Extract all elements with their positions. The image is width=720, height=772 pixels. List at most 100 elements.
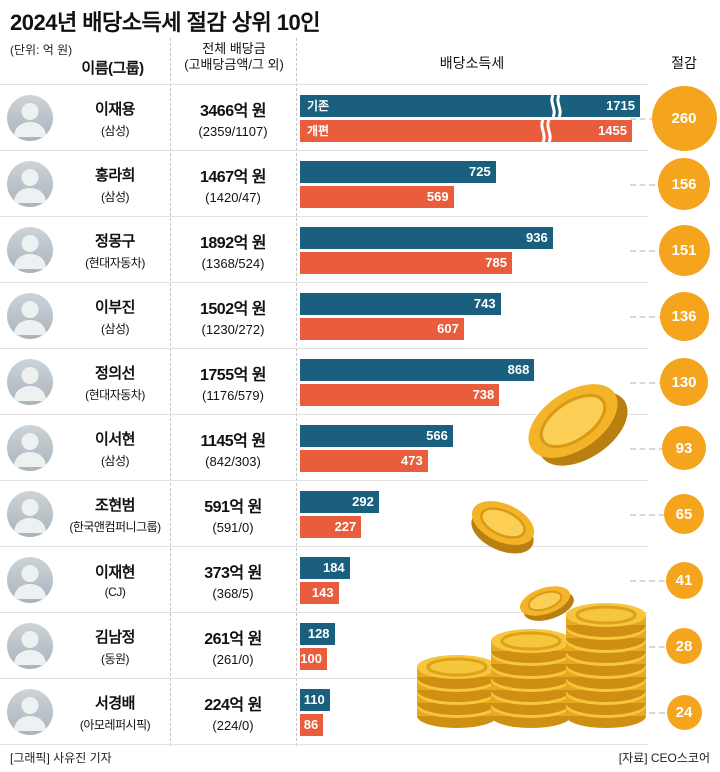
dividend-total: 1755억 원 [200, 367, 266, 384]
avatar [7, 359, 53, 405]
saving-circle: 28 [666, 628, 702, 664]
reformed-tax-value: 569 [426, 189, 449, 204]
saving-cell: 93 [630, 415, 720, 481]
saving-circle: 130 [660, 358, 708, 406]
leader-line [630, 448, 684, 450]
person-name: 정몽구 [95, 232, 135, 250]
person-name: 김남정 [95, 628, 135, 646]
dividend-breakdown: (842/303) [205, 454, 261, 469]
table-row: 이재용 (삼성) 3466억 원 (2359/1107) 기존 1715 개편 … [0, 85, 720, 151]
saving-cell: 41 [630, 547, 720, 613]
dividend-cell: 373억 원 (368/5) [170, 559, 296, 601]
row-divider [0, 612, 648, 613]
person-icon [14, 235, 46, 269]
name-cell: 이재용 (삼성) [60, 98, 170, 139]
table-row: 정몽구 (현대자동차) 1892억 원 (1368/524) 기존 936 개편… [0, 217, 720, 283]
reformed-tax-value: 473 [401, 453, 423, 468]
existing-tax-value: 1715 [606, 98, 635, 113]
saving-cell: 28 [630, 613, 720, 679]
dividend-total: 261억 원 [204, 631, 262, 648]
reformed-tax-bar: 개편 738 [300, 383, 500, 406]
row-divider [0, 546, 648, 547]
person-group: (동원) [100, 651, 130, 666]
dividend-cell: 1467억 원 (1420/47) [170, 163, 296, 205]
leader-line [630, 382, 684, 384]
dividend-total: 1145억 원 [200, 433, 266, 450]
person-group: (삼성) [100, 123, 130, 138]
saving-value: 130 [671, 373, 697, 391]
dividend-total: 1892억 원 [200, 235, 266, 252]
person-icon [14, 301, 46, 335]
existing-tax-bar: 기존 1715 [300, 94, 640, 117]
name-cell: 정몽구 (현대자동차) [60, 230, 170, 271]
person-name: 이서현 [95, 430, 135, 448]
existing-tax-bar: 기존 868 [300, 358, 535, 381]
saving-value: 24 [675, 703, 693, 721]
saving-circle: 41 [665, 561, 703, 599]
reformed-tax-bar: 개편 607 [300, 317, 464, 340]
person-name: 이재현 [95, 564, 135, 581]
reformed-tax-value: 86 [303, 717, 319, 732]
dividend-cell: 261억 원 (261/0) [170, 625, 296, 667]
name-cell: 서경배 (아모레퍼시픽) [60, 692, 170, 733]
column-divider [170, 38, 171, 746]
saving-circle: 93 [662, 426, 706, 470]
dividend-breakdown: (224/0) [212, 718, 254, 733]
person-name: 조현범 [95, 496, 135, 514]
unit-label: (단위: 억 원) [10, 43, 73, 57]
saving-circle: 156 [658, 158, 710, 210]
table-row: 정의선 (현대자동차) 1755억 원 (1176/579) 기존 868 개편… [0, 349, 720, 415]
chart-rows: 이재용 (삼성) 3466억 원 (2359/1107) 기존 1715 개편 … [0, 85, 720, 745]
dividend-breakdown: (591/0) [212, 520, 254, 535]
dividend-total: 224억 원 [204, 697, 262, 714]
dividend-breakdown: (261/0) [212, 652, 254, 667]
existing-tax-bar: 기존 936 [300, 226, 553, 249]
avatar [7, 95, 53, 141]
avatar [7, 491, 53, 537]
bars-cell: 기존 743 개편 607 [296, 292, 648, 340]
dividend-breakdown: (1176/579) [202, 388, 264, 403]
saving-circle: 136 [659, 291, 709, 341]
dividend-total: 373억 원 [204, 565, 262, 582]
existing-series-label: 기존 [307, 99, 330, 113]
saving-cell: 260 [630, 85, 720, 151]
person-group: (현대자동차) [85, 387, 145, 402]
table-row: 이재현 (CJ) 373억 원 (368/5) 기존 184 개편 143 [0, 547, 720, 613]
column-header-name: 이름(그룹) [81, 60, 144, 77]
saving-cell: 130 [630, 349, 720, 415]
reformed-series-label: 개편 [307, 124, 330, 138]
row-divider [0, 282, 648, 283]
saving-circle: 260 [651, 85, 717, 151]
existing-tax-bar: 기존 566 [300, 424, 453, 447]
column-header-saving: 절감 [671, 55, 697, 71]
existing-tax-value: 110 [303, 692, 325, 707]
leader-line [630, 316, 684, 318]
avatar [7, 293, 53, 339]
bars-cell: 기존 936 개편 785 [296, 226, 648, 274]
dividend-cell: 1502억 원 (1230/272) [170, 295, 296, 337]
leader-line [630, 646, 684, 648]
column-header-dividend: 전체 배당금 (고배당금액/그 외) [172, 41, 296, 73]
person-group: (삼성) [100, 321, 130, 336]
saving-value: 260 [671, 109, 697, 127]
reformed-tax-value: 1455 [598, 123, 627, 138]
column-header-dividend-line1: 전체 배당금 [202, 41, 266, 56]
leader-line [630, 184, 684, 186]
existing-tax-value: 292 [352, 494, 374, 509]
column-header-tax: 배당소득세 [439, 55, 505, 71]
bars-cell: 기존 184 개편 143 [296, 556, 648, 604]
existing-tax-value: 743 [473, 296, 496, 311]
reformed-tax-bar: 개편 785 [300, 251, 512, 274]
avatar [7, 161, 53, 207]
saving-value: 28 [675, 637, 693, 655]
existing-tax-value: 566 [426, 428, 448, 443]
row-divider [0, 744, 648, 745]
row-divider [0, 678, 648, 679]
saving-cell: 136 [630, 283, 720, 349]
reformed-tax-value: 143 [311, 585, 334, 600]
dividend-breakdown: (368/5) [212, 586, 254, 601]
name-cell: 이부진 (삼성) [60, 296, 170, 337]
existing-tax-bar: 기존 184 [300, 556, 350, 579]
table-row: 조현범 (한국앤컴퍼니그룹) 591억 원 (591/0) 기존 292 개편 … [0, 481, 720, 547]
